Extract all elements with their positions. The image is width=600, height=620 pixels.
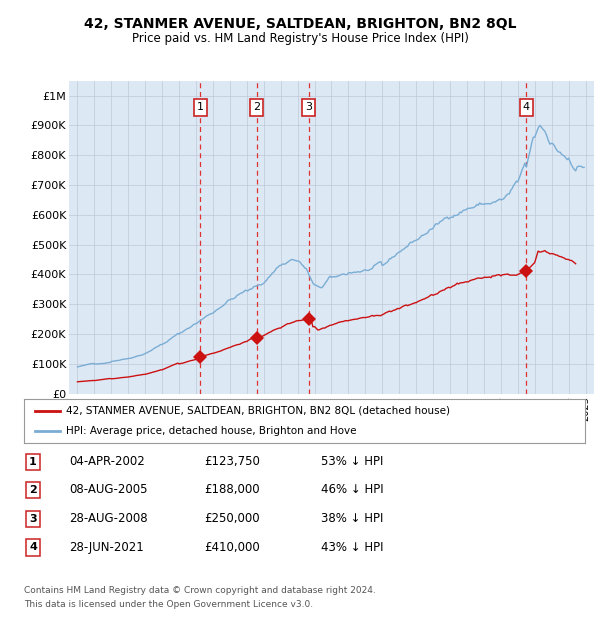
Text: Price paid vs. HM Land Registry's House Price Index (HPI): Price paid vs. HM Land Registry's House … bbox=[131, 32, 469, 45]
Text: 42, STANMER AVENUE, SALTDEAN, BRIGHTON, BN2 8QL (detached house): 42, STANMER AVENUE, SALTDEAN, BRIGHTON, … bbox=[66, 405, 450, 416]
Text: 53% ↓ HPI: 53% ↓ HPI bbox=[321, 456, 383, 468]
Text: 42, STANMER AVENUE, SALTDEAN, BRIGHTON, BN2 8QL: 42, STANMER AVENUE, SALTDEAN, BRIGHTON, … bbox=[84, 17, 516, 32]
Text: 28-AUG-2008: 28-AUG-2008 bbox=[69, 513, 148, 525]
Text: £188,000: £188,000 bbox=[204, 484, 260, 496]
Text: £410,000: £410,000 bbox=[204, 541, 260, 554]
Text: 28-JUN-2021: 28-JUN-2021 bbox=[69, 541, 144, 554]
Text: HPI: Average price, detached house, Brighton and Hove: HPI: Average price, detached house, Brig… bbox=[66, 426, 356, 436]
Text: 2: 2 bbox=[253, 102, 260, 112]
Text: 3: 3 bbox=[29, 514, 37, 524]
Text: 43% ↓ HPI: 43% ↓ HPI bbox=[321, 541, 383, 554]
Text: £123,750: £123,750 bbox=[204, 456, 260, 468]
Text: 3: 3 bbox=[305, 102, 312, 112]
Text: 1: 1 bbox=[197, 102, 204, 112]
Text: 2: 2 bbox=[29, 485, 37, 495]
Text: 4: 4 bbox=[29, 542, 37, 552]
Text: Contains HM Land Registry data © Crown copyright and database right 2024.: Contains HM Land Registry data © Crown c… bbox=[24, 586, 376, 595]
Text: 38% ↓ HPI: 38% ↓ HPI bbox=[321, 513, 383, 525]
Text: 1: 1 bbox=[29, 457, 37, 467]
Text: 04-APR-2002: 04-APR-2002 bbox=[69, 456, 145, 468]
Text: £250,000: £250,000 bbox=[204, 513, 260, 525]
Text: 08-AUG-2005: 08-AUG-2005 bbox=[69, 484, 148, 496]
Text: This data is licensed under the Open Government Licence v3.0.: This data is licensed under the Open Gov… bbox=[24, 600, 313, 609]
Text: 46% ↓ HPI: 46% ↓ HPI bbox=[321, 484, 383, 496]
Text: 4: 4 bbox=[523, 102, 530, 112]
